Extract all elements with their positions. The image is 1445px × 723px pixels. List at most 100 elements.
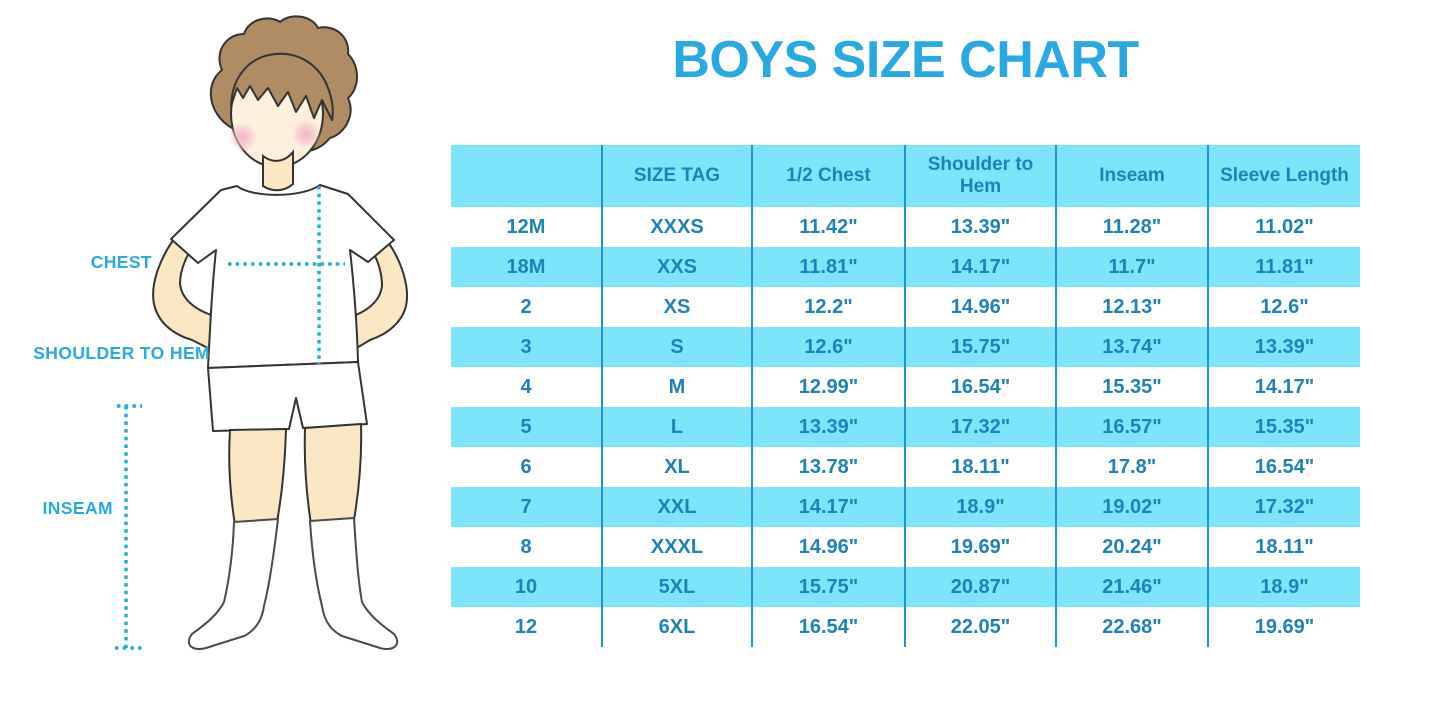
table-cell: 12.6" bbox=[751, 327, 905, 367]
table-cell: 19.69" bbox=[1207, 607, 1360, 647]
table-cell: 18.11" bbox=[904, 447, 1056, 487]
boy-hair-fringe bbox=[230, 52, 334, 121]
table-cell: 14.17" bbox=[904, 247, 1056, 287]
column-header bbox=[451, 145, 602, 207]
table-cell: 19.02" bbox=[1055, 487, 1208, 527]
table-cell: 11.7" bbox=[1055, 247, 1208, 287]
table-row: 12M XXXS 11.42" 13.39" 11.28" 11.02" bbox=[451, 207, 1360, 247]
table-cell: 15.35" bbox=[1055, 367, 1208, 407]
boy-left-arm bbox=[152, 211, 215, 351]
table-cell: 21.46" bbox=[1055, 567, 1208, 607]
table-cell: 15.75" bbox=[904, 327, 1056, 367]
table-row: 7 XXL 14.17" 18.9" 19.02" 17.32" bbox=[451, 487, 1360, 527]
table-cell: 16.54" bbox=[1207, 447, 1360, 487]
column-header: Sleeve Length bbox=[1207, 145, 1360, 207]
table-row: 12 6XL 16.54" 22.05" 22.68" 19.69" bbox=[451, 607, 1360, 647]
boy-left-leg bbox=[228, 427, 288, 527]
table-row: 3 S 12.6" 15.75" 13.74" 13.39" bbox=[451, 327, 1360, 367]
table-row: 2 XS 12.2" 14.96" 12.13" 12.6" bbox=[451, 287, 1360, 327]
table-cell: 11.81" bbox=[1207, 247, 1360, 287]
boy-right-arm bbox=[347, 215, 408, 353]
table-cell: 22.68" bbox=[1055, 607, 1208, 647]
size-table: SIZE TAG 1/2 Chest Shoulder to Hem Inseam Sl… bbox=[451, 145, 1360, 647]
page-title: BOYS SIZE CHART bbox=[672, 31, 1139, 89]
boy-neck bbox=[262, 149, 294, 192]
table-cell: 8 bbox=[451, 527, 602, 567]
table-row: 6 XL 13.78" 18.11" 17.8" 16.54" bbox=[451, 447, 1360, 487]
table-cell: 18.9" bbox=[904, 487, 1056, 527]
table-cell: 18.11" bbox=[1207, 527, 1360, 567]
table-cell: 7 bbox=[451, 487, 602, 527]
table-cell: XL bbox=[601, 447, 752, 487]
table-row: 8 XXXL 14.96" 19.69" 20.24" 18.11" bbox=[451, 527, 1360, 567]
table-cell: XXS bbox=[601, 247, 752, 287]
table-cell: 17.8" bbox=[1055, 447, 1208, 487]
table-cell: 5 bbox=[451, 407, 602, 447]
table-cell: L bbox=[601, 407, 752, 447]
table-cell: 13.39" bbox=[904, 207, 1056, 247]
table-cell: 11.02" bbox=[1207, 207, 1360, 247]
table-cell: 14.17" bbox=[1207, 367, 1360, 407]
table-cell: 12.13" bbox=[1055, 287, 1208, 327]
table-cell: 3 bbox=[451, 327, 602, 367]
table-row: 5 L 13.39" 17.32" 16.57" 15.35" bbox=[451, 407, 1360, 447]
table-row: 18M XXS 11.81" 14.17" 11.7" 11.81" bbox=[451, 247, 1360, 287]
table-cell: 16.54" bbox=[751, 607, 905, 647]
table-cell: 19.69" bbox=[904, 527, 1056, 567]
table-cell: 16.57" bbox=[1055, 407, 1208, 447]
column-header: 1/2 Chest bbox=[751, 145, 905, 207]
table-cell: 11.28" bbox=[1055, 207, 1208, 247]
table-cell: 12.2" bbox=[751, 287, 905, 327]
table-cell: 22.05" bbox=[904, 607, 1056, 647]
table-cell: 4 bbox=[451, 367, 602, 407]
boy-left-sock bbox=[187, 518, 279, 650]
table-cell: 18.9" bbox=[1207, 567, 1360, 607]
table-cell: 14.96" bbox=[904, 287, 1056, 327]
table-cell: 17.32" bbox=[1207, 487, 1360, 527]
table-cell: 10 bbox=[451, 567, 602, 607]
table-cell: 12 bbox=[451, 607, 602, 647]
table-body: 12M XXXS 11.42" 13.39" 11.28" 11.02" 18M XXS 11.… bbox=[451, 207, 1360, 647]
column-header: SIZE TAG bbox=[601, 145, 752, 207]
table-cell: 16.54" bbox=[904, 367, 1056, 407]
boy-measurement-diagram: CHEST SHOULDER TO HEM INSEAM bbox=[33, 15, 408, 650]
table-cell: 12.6" bbox=[1207, 287, 1360, 327]
table-cell: 15.35" bbox=[1207, 407, 1360, 447]
table-cell: XXXS bbox=[601, 207, 752, 247]
table-cell: 12.99" bbox=[751, 367, 905, 407]
chest-label: CHEST bbox=[91, 252, 152, 272]
column-header: Shoulder to Hem bbox=[904, 145, 1056, 207]
inseam-label: INSEAM bbox=[43, 498, 113, 518]
table-cell: 5XL bbox=[601, 567, 752, 607]
table-cell: XXL bbox=[601, 487, 752, 527]
table-row: 10 5XL 15.75" 20.87" 21.46" 18.9" bbox=[451, 567, 1360, 607]
blush-left bbox=[228, 122, 258, 152]
table-cell: 11.42" bbox=[751, 207, 905, 247]
table-cell: 13.78" bbox=[751, 447, 905, 487]
table-cell: 17.32" bbox=[904, 407, 1056, 447]
table-cell: 14.17" bbox=[751, 487, 905, 527]
table-header-row: SIZE TAG 1/2 Chest Shoulder to Hem Inseam Sl… bbox=[451, 145, 1360, 207]
table-row: 4 M 12.99" 16.54" 15.35" 14.17" bbox=[451, 367, 1360, 407]
table-cell: 6 bbox=[451, 447, 602, 487]
table-cell: M bbox=[601, 367, 752, 407]
boy-shorts bbox=[207, 361, 368, 432]
table-cell: XXXL bbox=[601, 527, 752, 567]
table-cell: 15.75" bbox=[751, 567, 905, 607]
table-cell: 14.96" bbox=[751, 527, 905, 567]
table-cell: 20.87" bbox=[904, 567, 1056, 607]
table-cell: 18M bbox=[451, 247, 602, 287]
boy-tshirt bbox=[170, 184, 395, 369]
table-cell: 2 bbox=[451, 287, 602, 327]
boy-right-leg bbox=[303, 422, 363, 526]
table-cell: 6XL bbox=[601, 607, 752, 647]
table-cell: 20.24" bbox=[1055, 527, 1208, 567]
table-cell: 13.74" bbox=[1055, 327, 1208, 367]
column-header: Inseam bbox=[1055, 145, 1208, 207]
boy-right-sock bbox=[309, 517, 399, 650]
table-cell: XS bbox=[601, 287, 752, 327]
shoulder-to-hem-label: SHOULDER TO HEM bbox=[33, 343, 210, 363]
table-cell: 13.39" bbox=[1207, 327, 1360, 367]
table-cell: 13.39" bbox=[751, 407, 905, 447]
